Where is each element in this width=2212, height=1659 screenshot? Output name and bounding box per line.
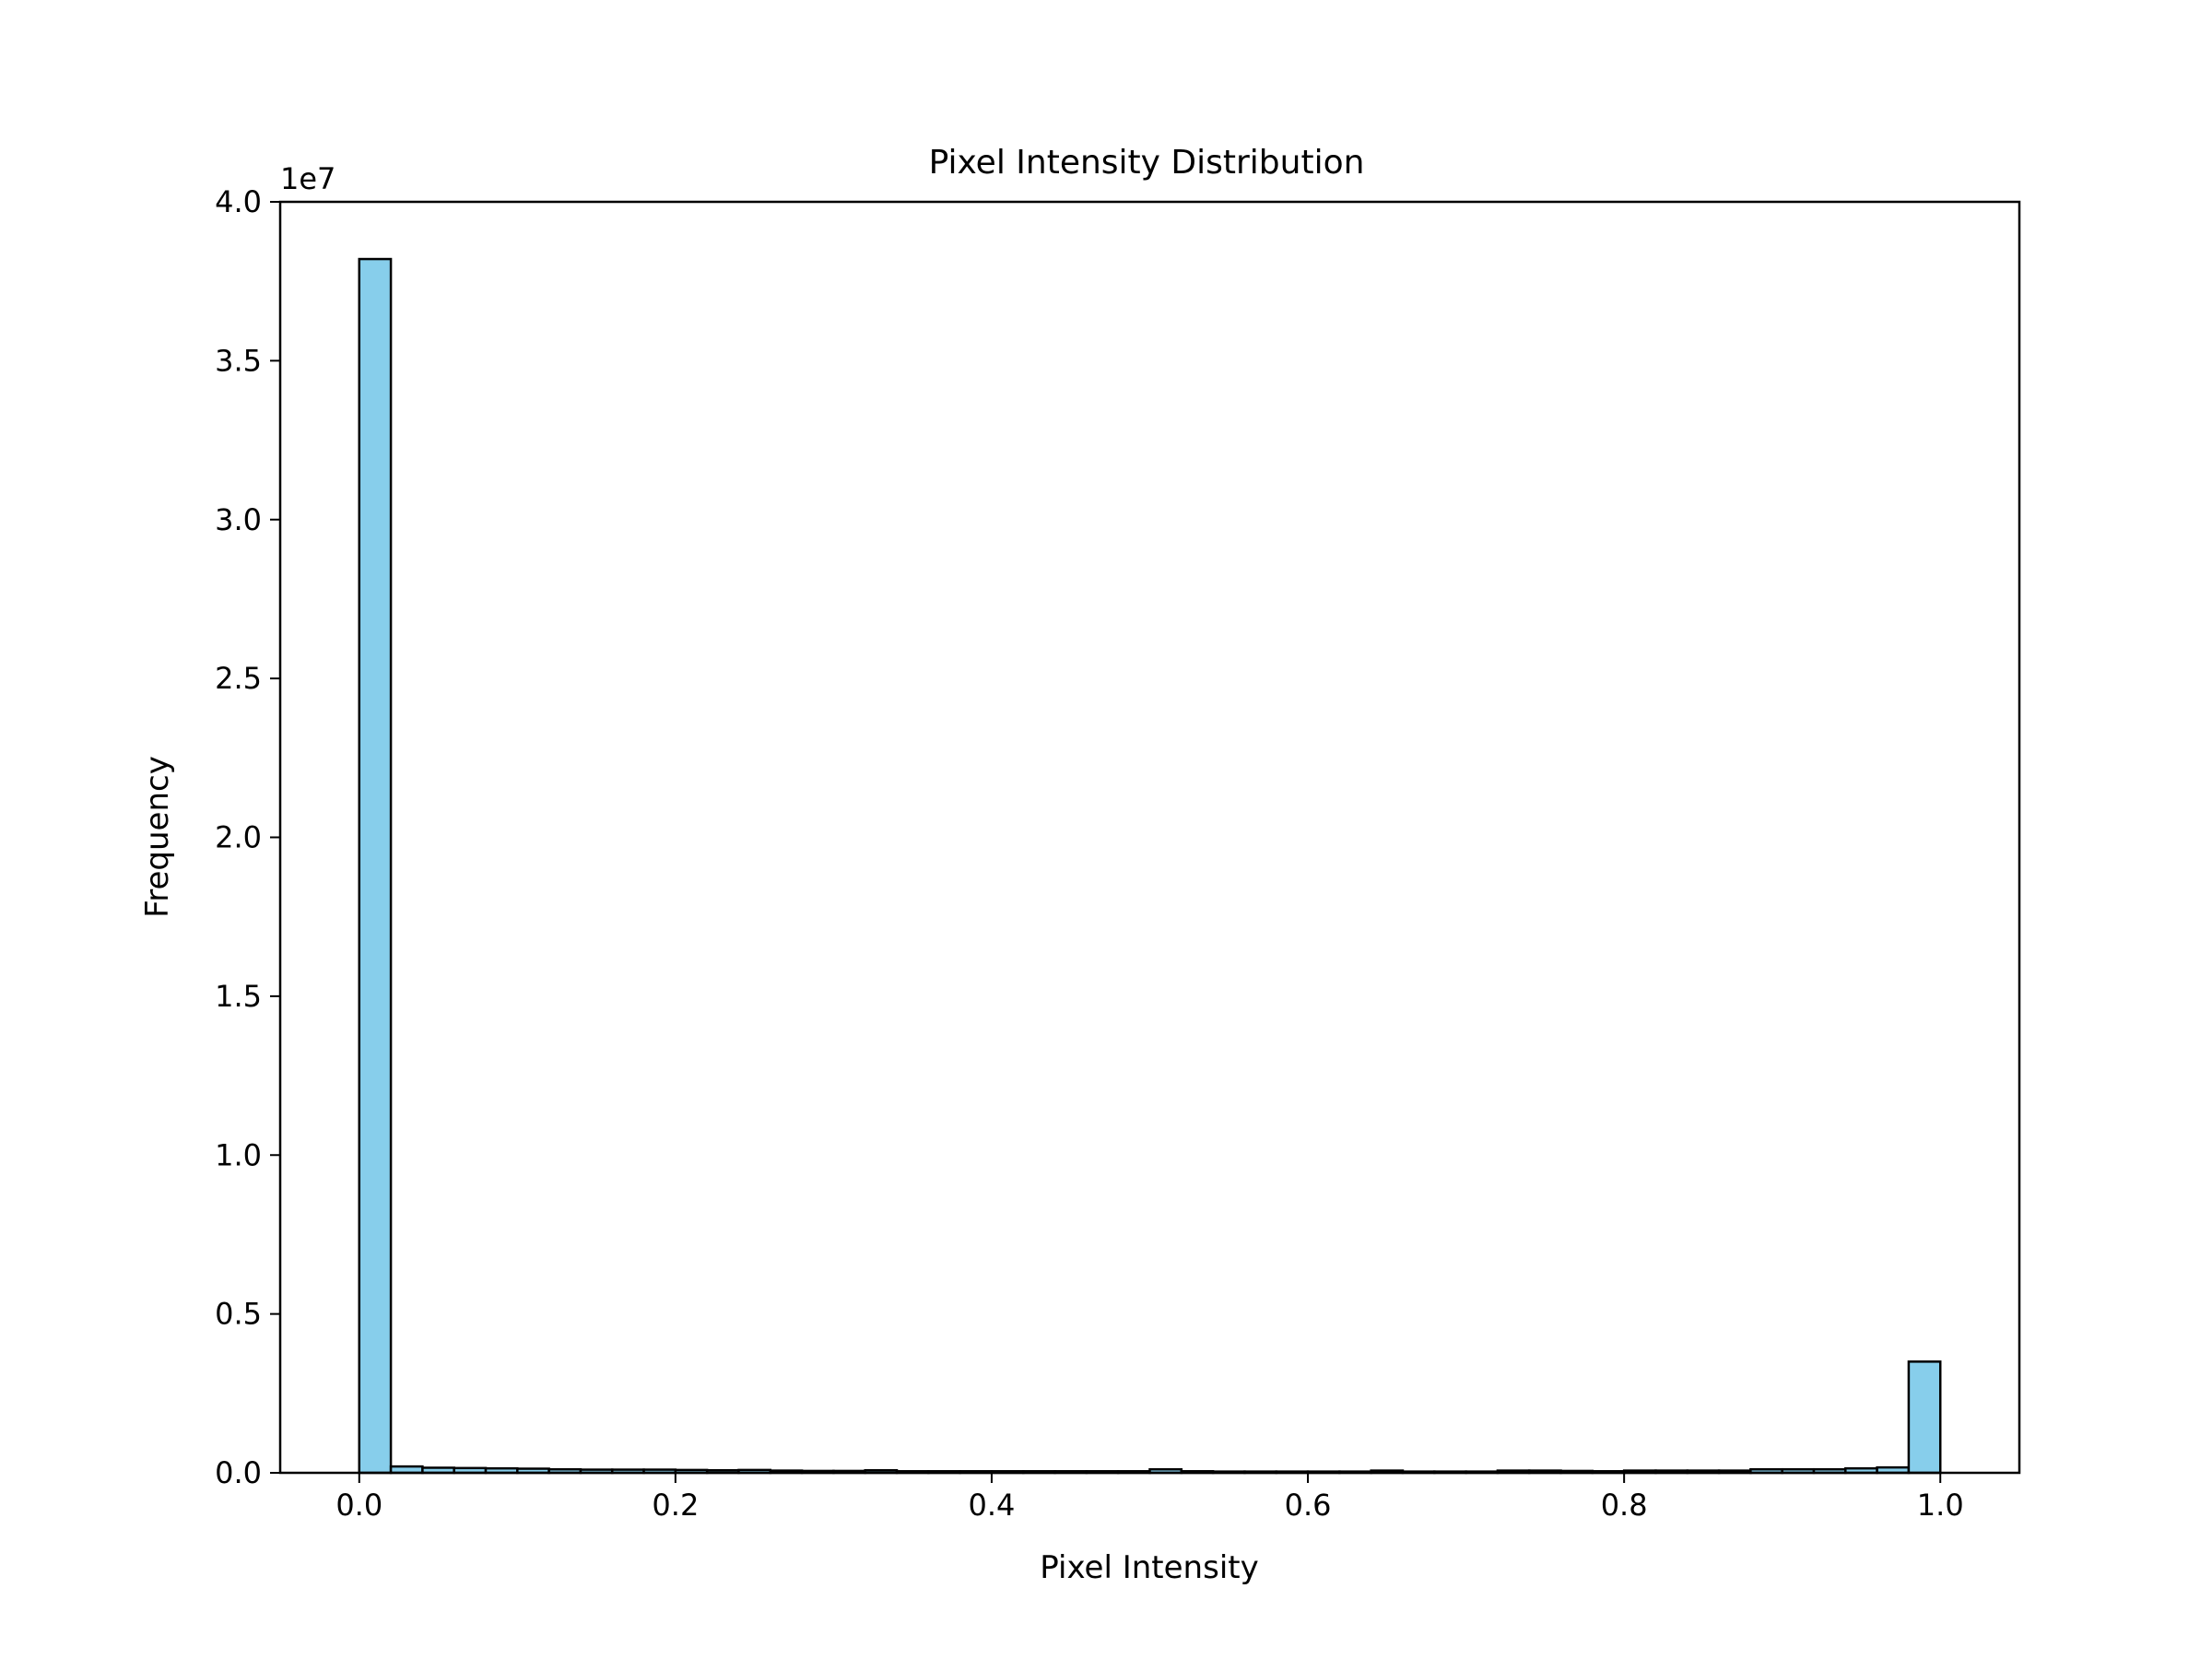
y-tick-label: 4.0 <box>215 184 262 219</box>
histogram-bar <box>1907 1360 1942 1475</box>
x-tick-label: 0.6 <box>1285 1488 1332 1523</box>
y-tick-label: 2.0 <box>215 820 262 855</box>
plot-area-frame <box>278 200 2021 1475</box>
x-tick-label: 0.4 <box>969 1488 1016 1523</box>
y-tick-label: 2.5 <box>215 661 262 696</box>
x-tick-label: 0.0 <box>335 1488 382 1523</box>
y-tick-label: 0.0 <box>215 1455 262 1490</box>
x-tick-label: 0.8 <box>1601 1488 1648 1523</box>
y-tick-label: 1.0 <box>215 1137 262 1172</box>
x-tick-label: 1.0 <box>1917 1488 1964 1523</box>
y-tick-label: 3.0 <box>215 502 262 537</box>
y-tick-label: 1.5 <box>215 979 262 1014</box>
y-axis-scale-label: 1e7 <box>280 161 335 196</box>
y-axis-label: Frequency <box>139 756 176 918</box>
y-tick-label: 0.5 <box>215 1297 262 1332</box>
chart-title: Pixel Intensity Distribution <box>929 144 1365 182</box>
x-tick-label: 0.2 <box>652 1488 699 1523</box>
x-axis-label: Pixel Intensity <box>1040 1549 1258 1586</box>
y-tick-label: 3.5 <box>215 343 262 378</box>
histogram-bars <box>358 257 1942 1475</box>
x-axis-ticks: 0.0 0.2 0.4 0.6 0.8 1.0 <box>335 1473 1964 1523</box>
histogram-bar <box>358 257 393 1475</box>
y-axis-ticks: 0.0 0.5 1.0 1.5 2.0 2.5 3.0 3.5 4.0 <box>215 184 280 1490</box>
